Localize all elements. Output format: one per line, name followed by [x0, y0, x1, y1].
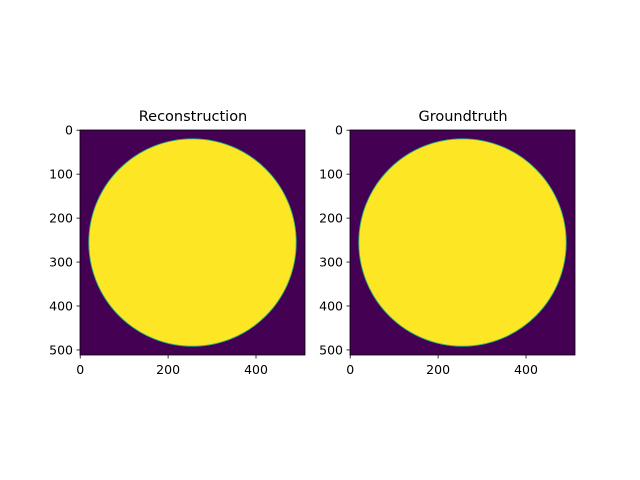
x-tick-label: 0 [346, 362, 354, 377]
y-tick-label: 200 [49, 211, 73, 226]
x-tick-label: 400 [514, 362, 538, 377]
y-tick-label: 300 [49, 255, 73, 270]
y-tick-label: 200 [319, 211, 343, 226]
x-tick-label: 0 [76, 362, 84, 377]
panel-reconstruction: Reconstruction 0 200 400 0 100 200 300 400 500 [49, 109, 306, 377]
panel-title: Reconstruction [139, 109, 248, 125]
panel-groundtruth: Groundtruth 0 200 400 0 100 200 300 400 500 [319, 109, 576, 377]
y-tick-label: 400 [49, 299, 73, 314]
y-tick-label: 100 [319, 167, 343, 182]
x-tick-label: 400 [244, 362, 268, 377]
image-axes: 0 200 400 0 100 200 300 400 500 [49, 123, 306, 377]
disk-region [88, 138, 297, 347]
y-tick-label: 100 [49, 167, 73, 182]
axes-frame [349, 129, 576, 356]
image-axes: 0 200 400 0 100 200 300 400 500 [319, 123, 576, 377]
y-tick-label: 500 [49, 342, 73, 357]
y-tick-label: 0 [65, 123, 73, 138]
x-tick-label: 200 [156, 362, 180, 377]
panel-title: Groundtruth [418, 109, 507, 125]
axes-frame [79, 129, 306, 356]
disk-region [358, 138, 567, 347]
x-tick-label: 200 [426, 362, 450, 377]
y-tick-label: 0 [335, 123, 343, 138]
y-tick-label: 300 [319, 255, 343, 270]
y-tick-label: 500 [319, 342, 343, 357]
y-tick-label: 400 [319, 299, 343, 314]
